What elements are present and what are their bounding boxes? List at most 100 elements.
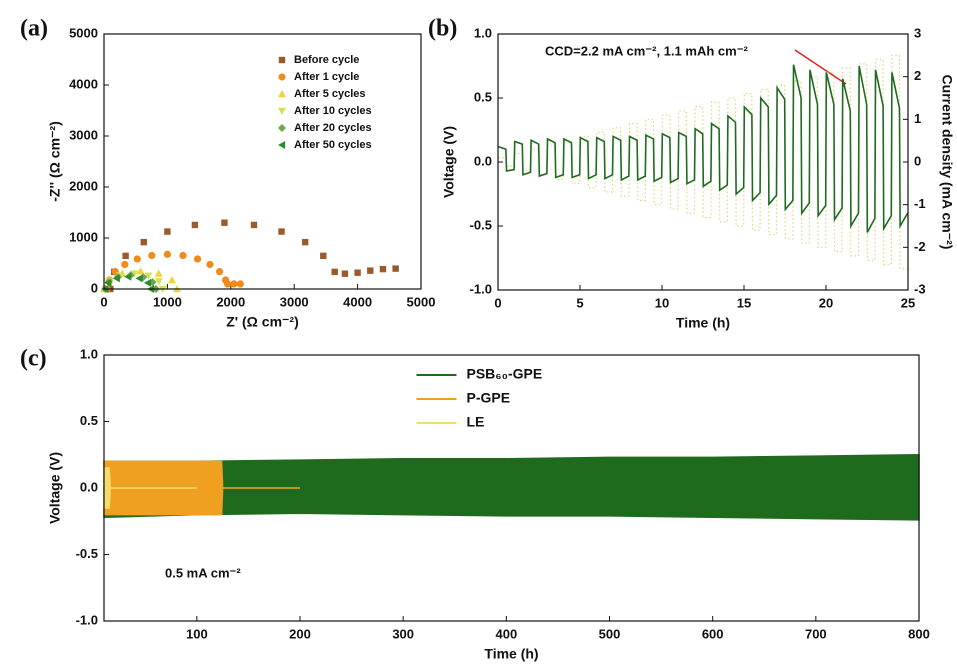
marker — [179, 251, 187, 260]
x-tick-label: 0 — [100, 294, 107, 309]
legend-label: After 1 cycle — [294, 71, 359, 83]
x-tick-label: 3000 — [280, 294, 309, 309]
line-series — [498, 64, 909, 233]
y-tick-label: 1000 — [69, 229, 98, 244]
marker — [379, 265, 387, 273]
legend-label: After 10 cycles — [294, 105, 372, 117]
legend-marker — [278, 141, 286, 149]
marker — [143, 278, 152, 287]
y-axis-title: Voltage (V) — [47, 452, 63, 524]
marker — [133, 255, 141, 263]
x-tick-label: 100 — [186, 626, 208, 641]
y-tick-label: 2000 — [69, 178, 98, 193]
y-tick-label: 0.0 — [80, 479, 98, 494]
x-tick-label: 1000 — [153, 294, 182, 309]
voltage-band — [103, 467, 197, 509]
x-axis-title: Time (h) — [676, 315, 730, 331]
x-tick-label: 5 — [576, 295, 583, 310]
y-tick-label: -1.0 — [76, 612, 98, 627]
marker — [140, 238, 147, 246]
plot-frame — [497, 33, 909, 291]
plot-frame — [103, 33, 422, 290]
x-tick-label: 600 — [702, 626, 724, 641]
y-tick-label: 0.5 — [80, 413, 98, 428]
marker — [168, 276, 177, 284]
x-tick-label: 2000 — [216, 294, 245, 309]
legend-label: LE — [467, 414, 485, 430]
marker — [278, 228, 285, 235]
voltage-band — [103, 460, 301, 516]
y-tick-label: 0.5 — [474, 89, 492, 104]
marker — [124, 272, 132, 281]
y2-tick-label: 0 — [914, 153, 921, 168]
marker — [206, 260, 214, 269]
marker — [136, 267, 145, 275]
marker — [215, 268, 224, 276]
legend-label: P-GPE — [467, 390, 511, 406]
marker — [301, 238, 309, 246]
marker — [250, 221, 258, 229]
marker — [154, 278, 163, 286]
y-tick-label: 0.0 — [474, 153, 492, 168]
x-axis-title: Time (h) — [484, 646, 538, 662]
marker — [236, 280, 244, 288]
y2-tick-label: -3 — [914, 281, 926, 296]
y2-tick-label: -2 — [914, 239, 926, 254]
marker — [221, 219, 228, 226]
legend-label: After 20 cycles — [294, 122, 372, 134]
annotation-arrow — [794, 49, 847, 85]
marker — [104, 278, 112, 287]
x-tick-label: 400 — [495, 626, 517, 641]
y2-tick-label: 2 — [914, 68, 921, 83]
x-tick-label: 0 — [494, 295, 501, 310]
marker — [230, 280, 238, 288]
x-tick-label: 20 — [819, 295, 833, 310]
y-tick-label: 3000 — [69, 127, 98, 142]
marker — [224, 280, 232, 288]
y-tick-label: 1.0 — [80, 346, 98, 361]
panel-label: (b) — [428, 16, 457, 42]
x-tick-label: 25 — [901, 295, 915, 310]
y-tick-label: -0.5 — [470, 217, 492, 232]
x-tick-label: 800 — [908, 626, 930, 641]
legend-marker — [278, 124, 286, 132]
marker — [164, 228, 171, 235]
marker — [191, 221, 199, 229]
y-axis-title: Voltage (V) — [441, 126, 457, 198]
y2-axis-title: Current density (mA cm⁻²) — [939, 75, 955, 250]
marker — [121, 260, 129, 269]
marker — [331, 268, 338, 276]
marker — [148, 251, 156, 260]
y-tick-label: -0.5 — [76, 546, 98, 561]
marker — [130, 270, 139, 278]
y2-tick-label: 1 — [914, 111, 921, 126]
x-tick-label: 700 — [805, 626, 827, 641]
plot-frame — [103, 354, 920, 622]
x-tick-label: 300 — [392, 626, 414, 641]
marker — [163, 250, 171, 258]
x-tick-label: 500 — [599, 626, 621, 641]
x-axis-title: Z' (Ω cm⁻²) — [226, 314, 299, 330]
legend-label: After 50 cycles — [294, 139, 372, 151]
marker — [122, 252, 129, 260]
panel-label: (c) — [20, 346, 47, 372]
legend-marker — [278, 56, 286, 64]
legend-marker — [278, 90, 286, 98]
marker — [354, 269, 361, 276]
marker — [112, 274, 120, 283]
x-tick-label: 5000 — [407, 294, 436, 309]
legend-label: PSB₆₀-GPE — [467, 366, 543, 382]
y-tick-label: 4000 — [69, 76, 98, 91]
legend-label: After 5 cycles — [294, 88, 366, 100]
x-tick-label: 200 — [289, 626, 311, 641]
y-tick-label: 1.0 — [474, 25, 492, 40]
x-tick-label: 4000 — [343, 294, 372, 309]
y2-tick-label: 3 — [914, 25, 921, 40]
x-tick-label: 10 — [655, 295, 669, 310]
marker — [144, 272, 153, 280]
legend-marker — [278, 107, 286, 115]
y-tick-label: 5000 — [69, 25, 98, 40]
x-tick-label: 15 — [737, 295, 751, 310]
y-tick-label: 0 — [91, 280, 98, 295]
